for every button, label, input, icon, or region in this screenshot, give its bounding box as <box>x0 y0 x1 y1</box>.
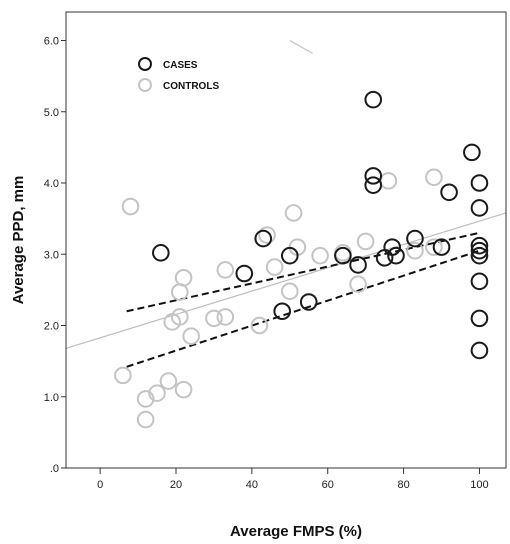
x-tick-label: 40 <box>246 479 258 491</box>
fit-line-regression <box>65 212 507 349</box>
control-point <box>284 204 303 222</box>
control-point <box>425 238 443 256</box>
case-point <box>470 174 489 192</box>
control-point <box>114 366 132 385</box>
x-axis-title: Average FMPS (%) <box>230 523 362 540</box>
case-point <box>152 244 170 262</box>
legend: CASES CONTROLS <box>138 57 219 92</box>
y-tick-label: 1.0 <box>44 392 59 404</box>
x-tick-label: 100 <box>470 479 488 491</box>
control-point <box>425 168 443 187</box>
case-point <box>364 176 383 194</box>
control-point <box>182 327 200 345</box>
x-tick-label: 20 <box>170 479 182 491</box>
control-point <box>349 275 367 293</box>
control-point <box>136 390 155 408</box>
y-axis: .0 1.0 2.0 3.0 4.0 5.0 6.0 <box>44 36 66 475</box>
case-point <box>463 143 481 162</box>
legend-label-cases: CASES <box>163 60 198 71</box>
control-point <box>159 372 178 390</box>
control-point <box>311 246 329 265</box>
control-point <box>170 308 189 326</box>
control-point <box>250 316 269 335</box>
case-point <box>470 199 489 217</box>
control-point <box>174 380 193 399</box>
case-point <box>432 238 451 256</box>
legend-marker-controls <box>138 78 152 92</box>
case-point <box>470 341 489 360</box>
case-point <box>364 90 383 109</box>
case-point <box>280 246 299 265</box>
case-point <box>406 229 424 248</box>
control-point <box>174 268 193 287</box>
control-point <box>406 241 424 260</box>
x-tick-label: 80 <box>397 479 409 491</box>
y-tick-label: 6.0 <box>44 36 59 48</box>
legend-marker-cases <box>138 57 152 71</box>
case-point <box>440 183 458 202</box>
case-point <box>470 246 489 265</box>
x-tick-label: 60 <box>322 479 334 491</box>
case-point <box>349 256 367 274</box>
y-tick-label: 3.0 <box>44 249 59 261</box>
control-point <box>280 282 299 301</box>
control-point <box>216 308 235 326</box>
case-point <box>470 236 489 255</box>
case-point <box>299 293 318 311</box>
y-axis-title: Average PPD, mm <box>10 176 27 305</box>
data-points <box>114 90 489 429</box>
control-point <box>136 410 155 429</box>
control-point <box>148 384 166 402</box>
case-point <box>334 246 352 265</box>
case-point <box>235 264 254 283</box>
control-point <box>121 197 140 216</box>
x-tick-label: 0 <box>97 479 103 491</box>
y-tick-label: 4.0 <box>44 178 59 190</box>
stray-line-segment <box>289 39 313 54</box>
control-point <box>205 309 223 328</box>
case-point <box>470 272 489 291</box>
case-point <box>254 229 273 248</box>
control-point <box>356 232 375 251</box>
fit-line-confidence-band <box>126 249 480 368</box>
y-tick-label: .0 <box>50 463 59 475</box>
case-point <box>470 309 489 328</box>
control-point <box>258 226 276 244</box>
case-point <box>470 241 489 260</box>
y-tick-label: 2.0 <box>44 321 59 333</box>
control-point <box>265 258 284 276</box>
y-tick-label: 5.0 <box>44 107 59 119</box>
legend-label-controls: CONTROLS <box>163 81 219 92</box>
case-point <box>383 238 402 256</box>
x-axis: 0 20 40 60 80 100 <box>97 468 489 491</box>
plot-frame <box>65 11 507 469</box>
case-point <box>387 246 405 265</box>
control-point <box>216 261 235 279</box>
case-point <box>364 167 383 185</box>
case-point <box>273 302 292 321</box>
